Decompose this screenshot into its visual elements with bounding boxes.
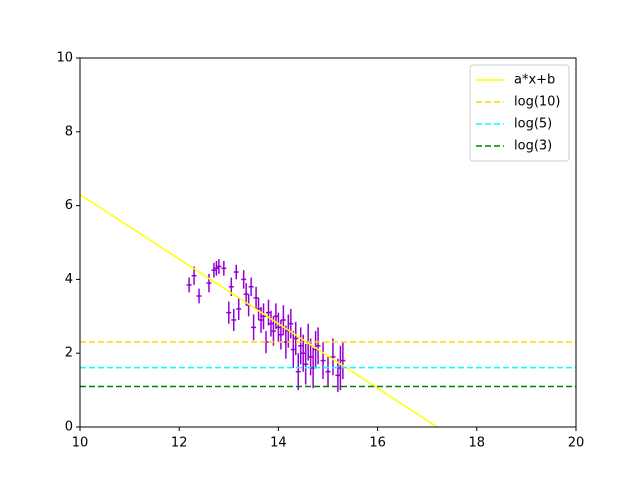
fit-line <box>80 193 438 427</box>
y-tick-label: 10 <box>56 51 73 66</box>
x-tick-label: 18 <box>469 436 486 451</box>
x-tick-label: 20 <box>568 436 585 451</box>
y-tick-label: 0 <box>65 420 73 435</box>
y-tick-label: 6 <box>65 198 73 213</box>
legend-label: a*x+b <box>514 73 555 88</box>
legend-label: log(10) <box>514 95 561 110</box>
legend-box <box>469 64 570 162</box>
y-tick-label: 2 <box>65 346 73 361</box>
legend-label: log(3) <box>514 139 552 154</box>
legend-label: log(5) <box>514 117 552 132</box>
x-tick-label: 10 <box>72 436 89 451</box>
axes-frame <box>79 57 577 428</box>
y-tick-label: 8 <box>65 124 73 139</box>
x-tick-label: 16 <box>369 436 386 451</box>
x-tick-label: 12 <box>171 436 188 451</box>
x-tick-label: 14 <box>270 436 287 451</box>
plot-area <box>80 193 576 427</box>
y-tick-label: 4 <box>65 272 73 287</box>
